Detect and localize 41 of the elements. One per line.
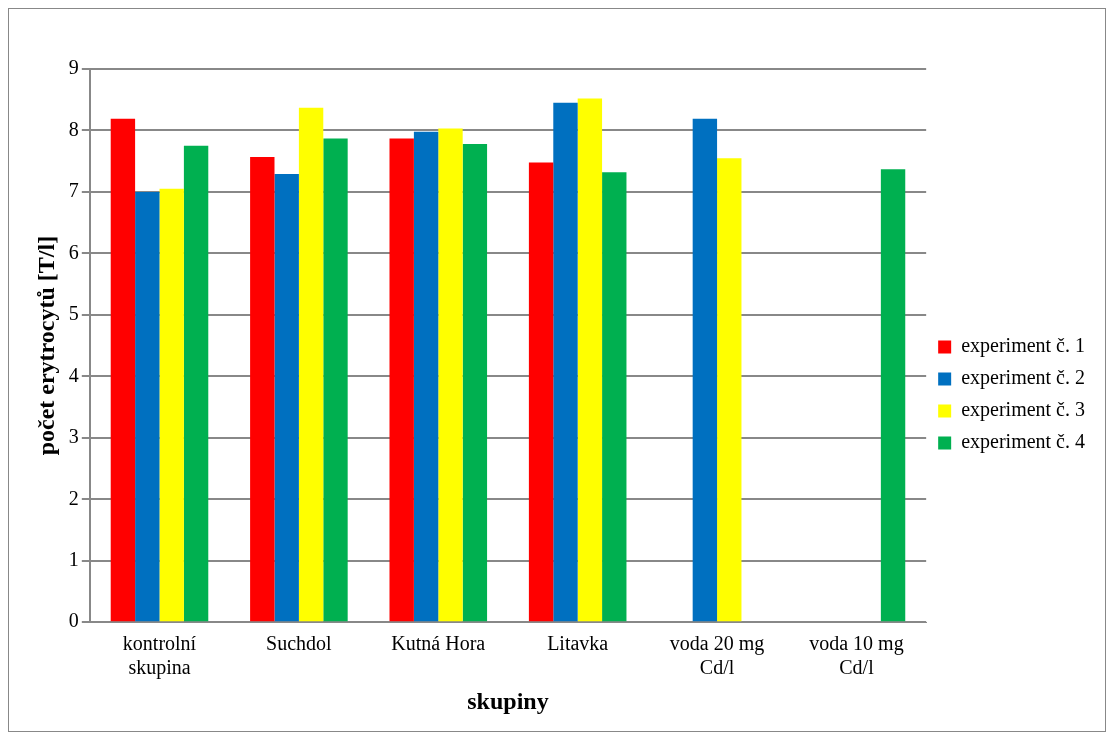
x-tick-label: voda 20 mg Cd/l: [669, 632, 765, 679]
bar: [577, 98, 603, 622]
bar: [602, 172, 627, 622]
legend-label: experiment č. 4: [961, 430, 1086, 454]
legend-label: experiment č. 2: [961, 366, 1086, 390]
y-tick-label: 4: [68, 363, 79, 386]
y-axis-title: počet erytrocytů [T/l]: [32, 235, 59, 456]
bar: [553, 102, 578, 622]
x-tick-label: Kutná Hora: [391, 632, 486, 655]
bar: [110, 118, 136, 622]
y-tick-label: 5: [68, 302, 79, 325]
legend-label: experiment č. 3: [961, 398, 1086, 422]
y-tick-label: 3: [68, 425, 79, 448]
bar: [880, 169, 906, 622]
y-tick-label: 2: [68, 486, 79, 509]
bar: [135, 191, 160, 622]
y-tick-label: 9: [68, 56, 79, 79]
bar: [250, 156, 275, 622]
bar: [323, 138, 348, 622]
bar: [692, 118, 718, 622]
bar: [462, 143, 488, 622]
bar: [438, 128, 463, 622]
bar: [413, 131, 439, 622]
bar: [389, 138, 414, 622]
y-tick-label: 8: [68, 117, 79, 140]
x-tick-label: Suchdol: [266, 632, 333, 655]
bar: [528, 162, 554, 622]
x-tick-label: Litavka: [547, 632, 609, 655]
y-tick-label: 1: [68, 547, 79, 570]
bar: [274, 174, 299, 622]
y-tick-label: 6: [68, 240, 79, 263]
y-tick-label: 7: [68, 179, 79, 202]
x-axis-title: skupiny: [467, 687, 549, 714]
bar: [159, 188, 184, 622]
bar: [183, 145, 209, 622]
bar: [298, 107, 324, 622]
x-tick-label: kontrolní skupina: [122, 632, 197, 680]
bar: [717, 158, 742, 622]
legend-label: experiment č. 1: [961, 334, 1086, 358]
y-tick-label: 0: [68, 609, 79, 632]
x-tick-label: voda 10 mg Cd/l: [809, 632, 904, 679]
